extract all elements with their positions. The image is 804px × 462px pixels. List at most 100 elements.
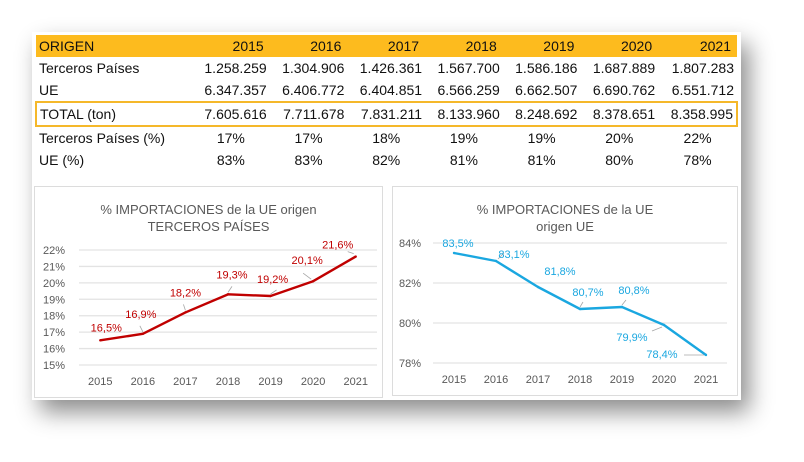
table-cell: 78%: [683, 152, 712, 168]
data-label: 80,7%: [572, 287, 603, 299]
x-tick-label: 2016: [131, 376, 155, 388]
chart-title-line1: % IMPORTACIONES de la UE: [476, 202, 654, 217]
data-label: 83,5%: [442, 238, 473, 250]
table-cell: 1.304.906: [282, 60, 345, 76]
x-tick-label: 2021: [694, 374, 718, 386]
leader-line: [497, 252, 505, 260]
data-label: 83,1%: [498, 249, 529, 261]
table-cell: 1.567.700: [437, 60, 500, 76]
data-point: [99, 339, 102, 342]
data-point: [226, 293, 230, 296]
chart-title-line2: origen UE: [536, 219, 594, 234]
table-cell: 6.566.259: [437, 82, 500, 98]
table-cell: 17%: [216, 130, 245, 146]
y-tick-label: 80%: [399, 318, 421, 330]
table-cell: 81%: [449, 152, 478, 168]
line-chart-ue: 78% 80% 82% 84% 2015 2016 2017 2018 2019 2020 2021…: [399, 238, 727, 386]
header-year: 2019: [502, 35, 581, 57]
table-cell: 80%: [605, 152, 634, 168]
leader-line: [270, 289, 277, 295]
x-tick-label: 2017: [173, 376, 197, 388]
header-year: 2017: [347, 35, 426, 57]
table-cell: 20%: [605, 130, 634, 146]
table-header-row: ORIGEN 2015 2016 2017 2018 2019 2020 2021: [36, 35, 737, 57]
data-point: [620, 305, 624, 309]
table-row: UE 6.347.357 6.406.772 6.404.851 6.566.259 6.…: [36, 79, 737, 102]
table-cell: 6.551.712: [671, 82, 734, 98]
chart-terceros-paises: % IMPORTACIONES de la UE origen TERCEROS…: [34, 186, 383, 398]
header-year: 2020: [580, 35, 659, 57]
data-label: 78,4%: [646, 349, 677, 361]
table-cell: 22%: [683, 130, 712, 146]
data-label: 16,9%: [125, 309, 156, 321]
chart-title-line2: TERCEROS PAÍSES: [147, 219, 270, 234]
data-label: 19,2%: [257, 274, 288, 286]
data-point: [269, 294, 272, 298]
x-tick-label: 2015: [442, 374, 466, 386]
imports-table: ORIGEN 2015 2016 2017 2018 2019 2020 2021 Tercer…: [35, 35, 738, 171]
table-row: UE (%) 83% 83% 82% 81% 81% 80% 78%: [36, 149, 737, 171]
table-cell: 1.426.361: [359, 60, 423, 76]
y-tick-label: 22%: [43, 245, 65, 257]
table-cell: 83%: [294, 152, 323, 168]
x-tick-label: 2015: [88, 376, 112, 388]
table-cell: 82%: [372, 152, 401, 168]
line-chart-terceros: 15% 16% 17% 18% 19% 20% 21% 22% 2015 2016 2017 2018…: [43, 240, 377, 388]
table-cell: 8.378.651: [580, 101, 659, 127]
header-year: 2015: [192, 35, 270, 57]
table-cell: 8.133.960: [425, 101, 503, 127]
data-point: [311, 280, 315, 283]
table-cell: 1.586.186: [515, 60, 578, 76]
x-tick-label: 2018: [216, 376, 240, 388]
table-cell: 6.404.851: [359, 82, 423, 98]
leader-line: [139, 325, 144, 332]
x-tick-label: 2021: [343, 376, 367, 388]
table-cell: 8.248.692: [502, 101, 581, 127]
header-year: 2016: [269, 35, 348, 57]
x-tick-label: 2018: [568, 374, 592, 386]
header-year: 2021: [658, 35, 737, 57]
table-cell: 18%: [372, 130, 401, 146]
leader-line: [621, 299, 627, 306]
table-cell: 1.687.889: [592, 60, 656, 76]
table-row: TOTAL (ton) 7.605.616 7.711.678 7.831.211 8.…: [35, 101, 738, 127]
data-label: 16,5%: [91, 322, 122, 334]
x-tick-label: 2019: [610, 374, 634, 386]
leader-line: [651, 326, 663, 332]
data-point: [452, 251, 456, 255]
y-tick-label: 18%: [43, 311, 65, 323]
y-tick-label: 19%: [43, 294, 65, 306]
table-cell: 7.605.616: [192, 101, 270, 127]
table-cell: 1.258.259: [204, 60, 267, 76]
leader-line: [579, 301, 584, 308]
data-point: [536, 285, 540, 289]
y-tick-label: 15%: [43, 360, 65, 372]
data-point: [494, 259, 498, 263]
table-cell: 6.347.357: [204, 82, 267, 98]
data-label: 80,8%: [618, 285, 649, 297]
y-tick-label: 84%: [399, 238, 421, 250]
table-cell: 6.406.772: [282, 82, 345, 98]
table-cell: 8.358.995: [658, 101, 738, 127]
data-label: 20,1%: [292, 255, 323, 267]
x-tick-label: 2016: [484, 374, 508, 386]
table-cell: 81%: [527, 152, 556, 168]
y-tick-label: 17%: [43, 327, 65, 339]
leader-line: [183, 304, 186, 311]
y-tick-label: 20%: [43, 278, 65, 290]
table-row: Terceros Países (%) 17% 17% 18% 19% 19% 20% 22%: [36, 126, 737, 149]
table-cell: 1.807.283: [671, 60, 734, 76]
x-tick-label: 2020: [301, 376, 325, 388]
table-cell: 17%: [294, 130, 323, 146]
row-label: UE: [39, 82, 59, 98]
header-origen: ORIGEN: [36, 35, 192, 57]
data-point: [578, 307, 582, 311]
chart-title-line1: % IMPORTACIONES de la UE origen: [100, 202, 317, 217]
row-label: Terceros Países (%): [39, 130, 166, 146]
table-cell: 83%: [216, 152, 245, 168]
chart-ue: % IMPORTACIONES de la UE origen UE 78% 80…: [392, 186, 738, 396]
table-cell: 6.662.507: [515, 82, 578, 98]
table-cell: 19%: [527, 130, 556, 146]
x-tick-label: 2020: [652, 374, 676, 386]
leader-line: [227, 286, 233, 293]
